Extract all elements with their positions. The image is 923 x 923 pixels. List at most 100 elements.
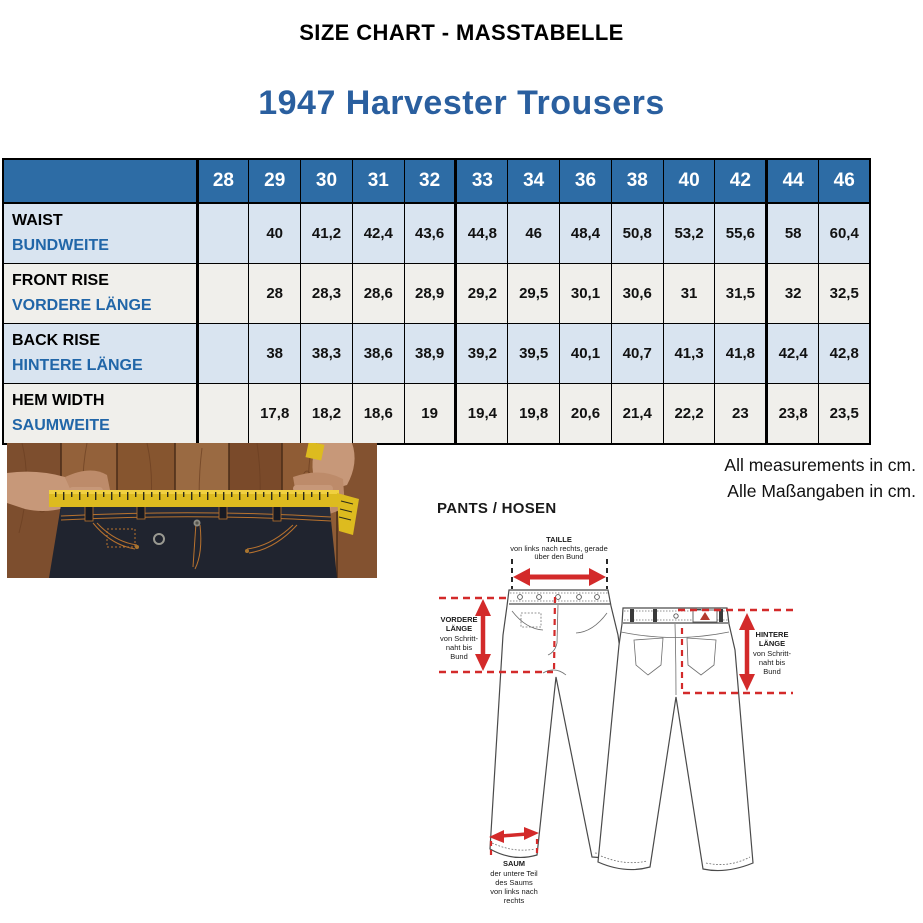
table-row: WAIST BUNDWEITE 40 41,2 42,4 43,6 44,8 46 48,4 50…	[2, 202, 871, 264]
measurement-cell: 30,6	[610, 263, 664, 324]
table-row: BACK RISE HINTERE LÄNGE 38 38,3 38,6 38,9 39,2…	[2, 323, 871, 384]
vordere-label: VORDERE	[440, 615, 477, 624]
measurement-cell: 22,2	[662, 383, 716, 445]
size-header-row: 28 29 30 31 32 33 34 36 38 40 42 44 46	[2, 158, 871, 204]
measurement-cell: 60,4	[818, 202, 871, 264]
measurement-cell: 21,4	[610, 383, 664, 445]
brand-patch-icon	[700, 612, 710, 620]
svg-text:von links nach rechts, gerade: von links nach rechts, gerade	[510, 544, 608, 553]
measurement-diagram: TAILLE von links nach rechts, gerade übe…	[439, 535, 793, 905]
measuring-tape	[49, 443, 359, 535]
measurement-cell	[196, 383, 250, 445]
measurement-cell: 44,8	[454, 202, 509, 264]
table-row: FRONT RISE VORDERE LÄNGE 28 28,3 28,6 28,9 29,…	[2, 263, 871, 324]
measurement-cell: 40,7	[610, 323, 664, 384]
measurement-cell: 23,8	[765, 383, 820, 445]
size-col-header: 38	[610, 158, 664, 204]
measurement-cell	[196, 202, 250, 264]
measurement-cell	[196, 263, 250, 324]
measurement-cell: 38,3	[300, 323, 353, 384]
row-label: HEM WIDTH SAUMWEITE	[2, 383, 199, 445]
size-table-wrap: 28 29 30 31 32 33 34 36 38 40 42 44 46 WAIST BUNDWEIT…	[2, 158, 872, 445]
hintere-label: HINTERE	[756, 630, 789, 639]
measurement-cell: 46	[507, 202, 561, 264]
measurement-cell: 42,4	[765, 323, 820, 384]
size-col-header: 33	[454, 158, 509, 204]
jeans	[49, 495, 337, 578]
size-col-header: 30	[300, 158, 353, 204]
row-label-en: BACK RISE	[12, 332, 101, 349]
size-col-header: 34	[507, 158, 561, 204]
svg-text:von Schritt-: von Schritt-	[753, 649, 791, 658]
size-col-header: 46	[818, 158, 871, 204]
taille-annotation: TAILLE von links nach rechts, gerade übe…	[510, 535, 608, 589]
measurement-cell: 41,2	[300, 202, 353, 264]
measurement-cell: 30,1	[559, 263, 612, 324]
measurement-cell	[196, 323, 250, 384]
size-col-header: 32	[403, 158, 457, 204]
measurement-cell: 58	[765, 202, 820, 264]
measurement-cell: 23	[714, 383, 768, 445]
taille-label: TAILLE	[546, 535, 572, 544]
size-col-header: 31	[351, 158, 405, 204]
row-label-de: SAUMWEITE	[12, 417, 110, 434]
measurement-cell: 20,6	[559, 383, 612, 445]
measurement-cell: 28,6	[351, 263, 405, 324]
measurement-cell: 31	[662, 263, 716, 324]
measurement-cell: 41,8	[714, 323, 768, 384]
measurement-cell: 38,9	[403, 323, 457, 384]
measurement-cell: 28,9	[403, 263, 457, 324]
measurement-cell: 38	[248, 323, 302, 384]
svg-text:über den Bund: über den Bund	[534, 552, 583, 561]
svg-text:rechts: rechts	[504, 896, 525, 905]
page-title: SIZE CHART - MASSTABELLE	[299, 20, 624, 45]
saum-arrow-icon	[500, 832, 528, 838]
measurement-cell: 19,8	[507, 383, 561, 445]
measurement-cell: 18,6	[351, 383, 405, 445]
measurement-cell: 43,6	[403, 202, 457, 264]
vordere-laenge-annotation: VORDERE LÄNGE von Schritt- naht bis Bund	[439, 596, 557, 674]
jeans-measurement-photo	[7, 443, 377, 578]
row-label-en: HEM WIDTH	[12, 392, 105, 409]
measurement-cell: 40	[248, 202, 302, 264]
diagram-heading: PANTS / HOSEN	[437, 500, 557, 517]
measurement-cell: 41,3	[662, 323, 716, 384]
svg-text:LÄNGE: LÄNGE	[759, 639, 785, 648]
row-label: BACK RISE HINTERE LÄNGE	[2, 323, 199, 384]
size-table: 28 29 30 31 32 33 34 36 38 40 42 44 46 WAIST BUNDWEIT…	[2, 158, 872, 445]
measurement-cell: 29,2	[454, 263, 509, 324]
measurement-cell: 53,2	[662, 202, 716, 264]
back-trousers-drawing	[597, 607, 754, 872]
size-col-header: 44	[765, 158, 820, 204]
svg-text:des Saums: des Saums	[495, 878, 533, 887]
measurement-cell: 39,5	[507, 323, 561, 384]
measurement-cell: 19,4	[454, 383, 509, 445]
note-de: Alle Maßangaben in cm.	[727, 481, 916, 501]
svg-text:von links nach: von links nach	[490, 887, 538, 896]
note-en: All measurements in cm.	[724, 455, 916, 475]
row-label-de: VORDERE LÄNGE	[12, 297, 152, 314]
svg-text:von Schritt-: von Schritt-	[440, 634, 478, 643]
measurement-cell: 40,1	[559, 323, 612, 384]
measurement-cell: 31,5	[714, 263, 768, 324]
size-col-header: 28	[196, 158, 250, 204]
measurement-cell: 18,2	[300, 383, 353, 445]
saum-label: SAUM	[503, 859, 525, 868]
size-col-header: 36	[559, 158, 612, 204]
measurement-cell: 48,4	[559, 202, 612, 264]
size-col-header: 29	[248, 158, 302, 204]
size-col-header: 42	[714, 158, 768, 204]
measurement-cell: 32	[765, 263, 820, 324]
product-title: 1947 Harvester Trousers	[258, 84, 665, 122]
measurement-cell: 17,8	[248, 383, 302, 445]
row-label: FRONT RISE VORDERE LÄNGE	[2, 263, 199, 324]
saum-annotation: SAUM der untere Teil des Saums von links…	[489, 827, 539, 905]
size-col-header: 40	[662, 158, 716, 204]
svg-text:Bund: Bund	[450, 652, 468, 661]
svg-text:naht bis: naht bis	[759, 658, 786, 667]
row-label: WAIST BUNDWEITE	[2, 202, 199, 264]
measurement-cell: 42,8	[818, 323, 871, 384]
measurement-cell: 32,5	[818, 263, 871, 324]
svg-text:Bund: Bund	[763, 667, 781, 676]
